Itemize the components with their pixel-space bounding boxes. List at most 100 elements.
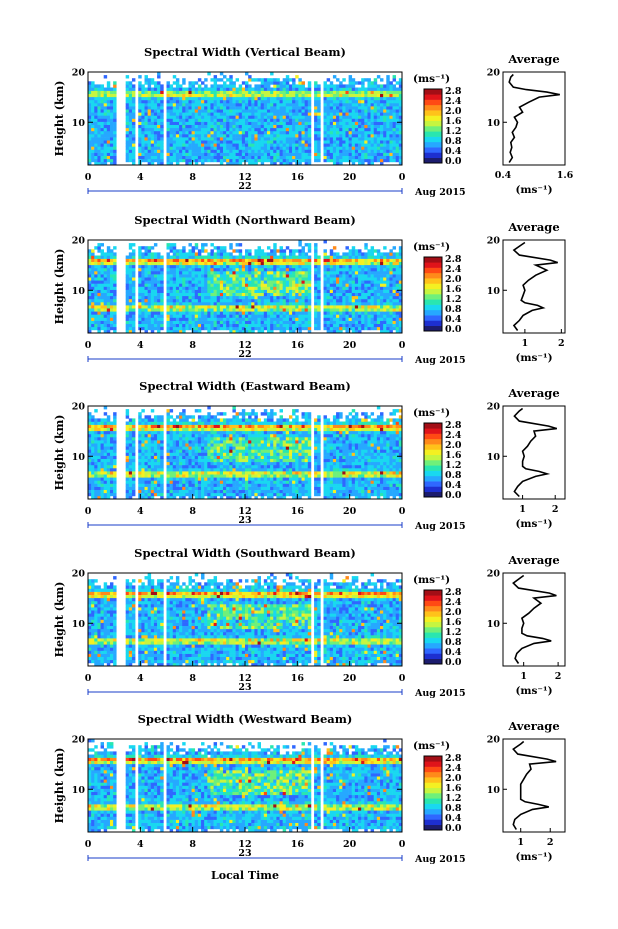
heatmap-cell bbox=[223, 112, 227, 116]
heatmap-cell bbox=[157, 155, 161, 160]
heatmap-cell bbox=[213, 87, 218, 91]
heatmap-cell bbox=[279, 292, 283, 297]
heatmap-cell bbox=[125, 283, 130, 287]
heatmap-cell bbox=[370, 109, 375, 113]
heatmap-cell bbox=[125, 90, 130, 94]
heatmap-cell bbox=[125, 137, 130, 141]
heatmap-cell bbox=[166, 103, 170, 107]
heatmap-cell bbox=[386, 96, 390, 101]
heatmap-cell bbox=[197, 298, 202, 303]
heatmap-cell bbox=[304, 130, 309, 135]
heatmap-cell bbox=[257, 146, 261, 150]
heatmap-cell bbox=[157, 161, 161, 166]
heatmap-cell bbox=[153, 305, 158, 309]
heatmap-cell bbox=[398, 140, 403, 144]
heatmap-cell bbox=[201, 249, 205, 253]
heatmap-cell bbox=[260, 305, 265, 309]
heatmap-cell bbox=[113, 261, 117, 266]
heatmap-cell bbox=[339, 314, 343, 318]
heatmap-cell bbox=[376, 127, 381, 132]
heatmap-cell bbox=[260, 252, 265, 256]
heatmap-cell bbox=[260, 134, 265, 138]
heatmap-cell bbox=[223, 96, 227, 101]
heatmap-cell bbox=[392, 155, 397, 160]
heatmap-cell bbox=[232, 277, 236, 281]
heatmap-cell bbox=[370, 267, 375, 272]
heatmap-cell bbox=[257, 112, 261, 116]
heatmap-cell bbox=[323, 252, 327, 256]
heatmap-cell bbox=[197, 103, 202, 107]
heatmap-cell bbox=[380, 87, 384, 91]
heatmap-cell bbox=[307, 283, 312, 287]
heatmap-cell bbox=[232, 271, 236, 275]
heatmap-cell bbox=[94, 149, 98, 153]
heatmap-cell bbox=[367, 308, 371, 312]
heatmap-cell bbox=[314, 298, 318, 303]
heatmap-cell bbox=[304, 280, 309, 284]
heatmap-cell bbox=[266, 149, 271, 153]
heatmap-cell bbox=[223, 317, 227, 321]
heatmap-cell bbox=[332, 124, 337, 129]
heatmap-cell bbox=[91, 118, 95, 122]
heatmap-cell bbox=[169, 146, 174, 150]
heatmap-cell bbox=[314, 243, 318, 247]
heatmap-cell bbox=[282, 146, 287, 150]
heatmap-cell bbox=[263, 252, 268, 256]
heatmap-cell bbox=[326, 118, 331, 122]
heatmap-cell bbox=[109, 255, 114, 259]
heatmap-cell bbox=[288, 130, 293, 135]
heatmap-cell bbox=[88, 84, 92, 88]
heatmap-cell bbox=[339, 329, 343, 334]
heatmap-cell bbox=[389, 305, 393, 309]
heatmap-cell bbox=[314, 149, 318, 153]
heatmap-cell bbox=[241, 109, 246, 113]
heatmap-cell bbox=[88, 90, 92, 94]
heatmap-cell bbox=[245, 118, 249, 122]
heatmap-cell bbox=[345, 127, 349, 132]
heatmap-cell bbox=[160, 121, 164, 125]
heatmap-cell bbox=[282, 277, 287, 281]
heatmap-cell bbox=[323, 240, 327, 244]
heatmap-cell bbox=[314, 252, 318, 256]
heatmap-cell bbox=[364, 146, 368, 150]
heatmap-cell bbox=[245, 305, 249, 309]
heatmap-cell bbox=[298, 161, 302, 166]
heatmap-cell bbox=[245, 252, 249, 256]
heatmap-cell bbox=[125, 308, 130, 312]
heatmap-cell bbox=[367, 124, 371, 129]
heatmap-cell bbox=[270, 155, 274, 160]
x-tick-label: 0 bbox=[85, 172, 92, 183]
heatmap-cell bbox=[386, 280, 390, 284]
heatmap-cell bbox=[88, 99, 92, 104]
heatmap-cell bbox=[172, 115, 177, 119]
heatmap-cell bbox=[238, 320, 243, 324]
heatmap-cell bbox=[175, 121, 180, 125]
heatmap-cell bbox=[229, 267, 233, 272]
heatmap-cell bbox=[207, 146, 211, 150]
y-axis-label: Height (km) bbox=[53, 81, 66, 157]
heatmap-cell bbox=[97, 87, 101, 91]
heatmap-cell bbox=[185, 124, 189, 129]
heatmap-cell bbox=[229, 255, 233, 259]
heatmap-cell bbox=[276, 109, 280, 113]
heatmap-cell bbox=[270, 143, 274, 147]
heatmap-cell bbox=[332, 146, 337, 150]
heatmap-cell bbox=[345, 118, 349, 122]
heatmap-cell bbox=[235, 96, 240, 101]
heatmap-cell bbox=[367, 103, 371, 107]
heatmap-cell bbox=[88, 323, 92, 328]
heatmap-cell bbox=[326, 78, 331, 82]
heatmap-cell bbox=[383, 121, 387, 125]
heatmap-cell bbox=[210, 255, 214, 259]
heatmap-cell bbox=[204, 90, 208, 94]
heatmap-cell bbox=[301, 249, 305, 253]
heatmap-cell bbox=[245, 283, 249, 287]
heatmap-cell bbox=[191, 298, 196, 303]
heatmap-cell bbox=[109, 298, 114, 303]
heatmap-cell bbox=[141, 93, 145, 98]
heatmap-cell bbox=[326, 158, 331, 163]
heatmap-cell bbox=[395, 118, 400, 122]
heatmap-cell bbox=[172, 317, 177, 321]
heatmap-cell bbox=[270, 130, 274, 135]
heatmap-cell bbox=[389, 298, 393, 303]
